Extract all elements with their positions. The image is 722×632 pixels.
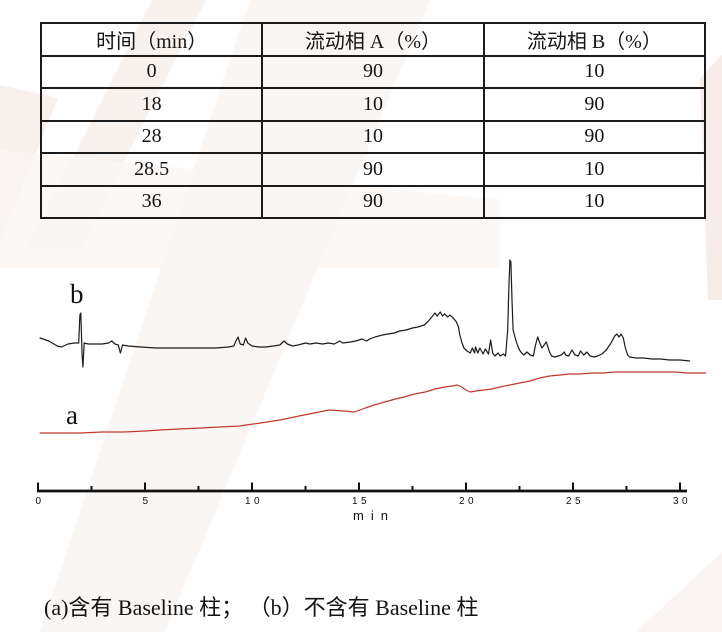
gradient-program-table: 时间（min） 流动相 A（%） 流动相 B（%） 0 90 10 18 10 … xyxy=(39,22,707,219)
table-row: 18 10 90 xyxy=(39,87,707,122)
x-axis-tick-labels: 0 5 10 15 20 25 30 xyxy=(35,496,691,507)
col-header-mobile-phase-b: 流动相 B（%） xyxy=(482,22,707,57)
table-cell: 10 xyxy=(261,87,485,122)
table-cell: 18 xyxy=(39,87,264,122)
x-axis-label: min xyxy=(353,508,395,523)
table-cell: 90 xyxy=(482,87,707,122)
table-cell: 28 xyxy=(39,119,264,154)
tick-label: 5 xyxy=(142,496,151,507)
trace-a-label: a xyxy=(66,400,78,430)
table-cell: 90 xyxy=(261,54,485,89)
table-row: 36 90 10 xyxy=(39,184,707,219)
col-header-mobile-phase-a: 流动相 A（%） xyxy=(261,22,485,57)
x-axis-ticks xyxy=(37,482,681,491)
table-row: 28 10 90 xyxy=(39,119,707,154)
trace-b-label: b xyxy=(70,279,84,309)
table-cell: 10 xyxy=(261,119,485,154)
tick-label: 30 xyxy=(673,496,691,507)
tick-label: 20 xyxy=(459,496,477,507)
table-cell: 90 xyxy=(261,184,485,219)
table-cell: 10 xyxy=(482,54,707,89)
chromatogram-trace-b xyxy=(39,259,691,368)
chromatogram-trace-a xyxy=(39,371,707,434)
table-row: 28.5 90 10 xyxy=(39,152,707,187)
tick-label: 25 xyxy=(566,496,584,507)
tick-label: 10 xyxy=(245,496,263,507)
col-header-time: 时间（min） xyxy=(39,22,264,57)
table-header-row: 时间（min） 流动相 A（%） 流动相 B（%） xyxy=(39,22,707,57)
figure-caption: (a)含有 Baseline 柱； （b）不含有 Baseline 柱 xyxy=(44,595,479,620)
table-row: 0 90 10 xyxy=(39,54,707,89)
table-cell: 10 xyxy=(482,184,707,219)
table-cell: 90 xyxy=(261,152,485,187)
table-cell: 10 xyxy=(482,152,707,187)
tick-label: 0 xyxy=(35,496,44,507)
table-cell: 36 xyxy=(39,184,264,219)
table-cell: 0 xyxy=(39,54,264,89)
table-cell: 28.5 xyxy=(39,152,264,187)
tick-label: 15 xyxy=(352,496,370,507)
table-cell: 90 xyxy=(482,119,707,154)
